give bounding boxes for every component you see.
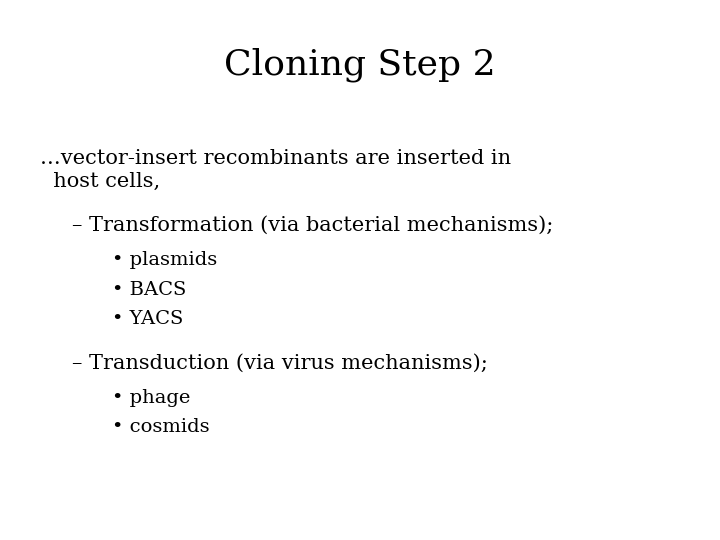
Text: • YACS: • YACS (112, 310, 183, 328)
Text: – Transformation (via bacterial mechanisms);: – Transformation (via bacterial mechanis… (72, 216, 554, 235)
Text: • phage: • phage (112, 389, 190, 407)
Text: • cosmids: • cosmids (112, 418, 210, 436)
Text: • BACS: • BACS (112, 281, 186, 299)
Text: …vector-insert recombinants are inserted in
  host cells,: …vector-insert recombinants are inserted… (40, 148, 510, 191)
Text: Cloning Step 2: Cloning Step 2 (224, 48, 496, 82)
Text: • plasmids: • plasmids (112, 251, 217, 269)
Text: – Transduction (via virus mechanisms);: – Transduction (via virus mechanisms); (72, 354, 488, 373)
